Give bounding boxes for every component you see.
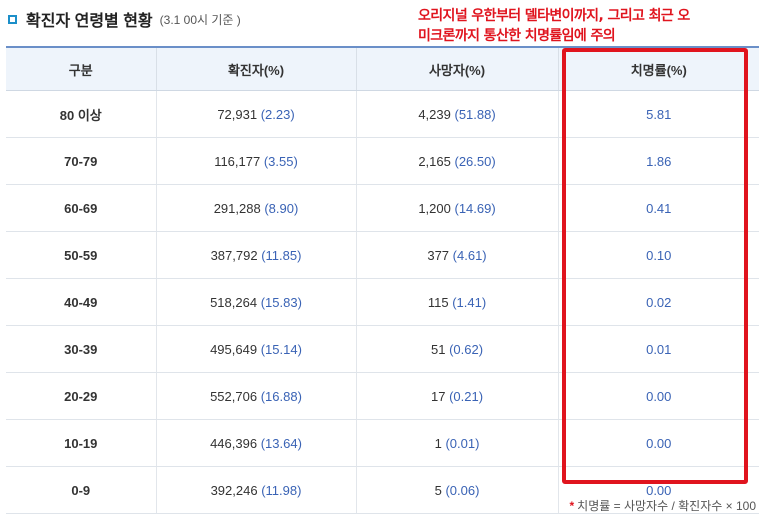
table-row: 30-39 495,649 (15.14) 51 (0.62) 0.01 bbox=[6, 325, 759, 373]
cases-percent: (15.83) bbox=[260, 294, 302, 310]
table-row: 50-59 387,792 (11.85) 377 (4.61) 0.10 bbox=[6, 231, 759, 279]
annotation-line-2: 미크론까지 통산한 치명률임에 주의 bbox=[418, 28, 616, 44]
table-row: 0-9 392,246 (11.98) 5 (0.06) 0.00 bbox=[6, 466, 759, 514]
red-highlight-box bbox=[562, 48, 748, 484]
table-row: 70-79 116,177 (3.55) 2,165 (26.50) 1.86 bbox=[6, 137, 759, 185]
deaths-count: 17 bbox=[430, 388, 446, 404]
cases-count: 291,288 bbox=[213, 200, 261, 216]
cases-count: 552,706 bbox=[210, 388, 258, 404]
age-group-cell: 20-29 bbox=[6, 372, 156, 420]
age-group-cell: 0-9 bbox=[6, 466, 156, 514]
fatality-rate-cell: 0.10 bbox=[557, 231, 759, 279]
cases-percent: (11.85) bbox=[261, 247, 302, 263]
deaths-cell: 2,165 (26.50) bbox=[355, 137, 558, 185]
fatality-rate-cell: 0.00 bbox=[557, 372, 759, 420]
table-row: 10-19 446,396 (13.64) 1 (0.01) 0.00 bbox=[6, 419, 759, 467]
deaths-percent: (26.50) bbox=[454, 153, 496, 169]
asterisk-icon: * bbox=[569, 499, 575, 513]
deaths-cell: 115 (1.41) bbox=[355, 278, 558, 326]
deaths-percent: (1.41) bbox=[452, 294, 487, 310]
deaths-cell: 17 (0.21) bbox=[355, 372, 558, 420]
deaths-count: 377 bbox=[427, 247, 450, 263]
cases-percent: (3.55) bbox=[263, 153, 298, 169]
cases-count: 446,396 bbox=[210, 435, 258, 451]
fatality-rate-cell: 5.81 bbox=[557, 90, 759, 138]
fatality-rate-cell: 0.00 bbox=[557, 419, 759, 467]
column-header-deaths: 사망자(%) bbox=[355, 46, 558, 91]
cases-count: 116,177 bbox=[214, 153, 261, 169]
deaths-percent: (0.21) bbox=[449, 388, 484, 404]
deaths-count: 115 bbox=[427, 294, 449, 310]
column-header-cases: 확진자(%) bbox=[155, 46, 356, 91]
age-group-cell: 80 이상 bbox=[6, 90, 156, 138]
fatality-rate-cell: 0.00 bbox=[557, 466, 759, 514]
red-annotation: 오리지널 우한부터 델타변이까지, 그리고 최근 오 미크론까지 통산한 치명률… bbox=[418, 6, 758, 46]
cases-percent: (16.88) bbox=[260, 388, 302, 404]
deaths-count: 4,239 bbox=[418, 106, 451, 122]
square-bullet-icon bbox=[8, 14, 17, 24]
cases-count: 495,649 bbox=[210, 341, 258, 357]
table-row: 60-69 291,288 (8.90) 1,200 (14.69) 0.41 bbox=[6, 184, 759, 232]
fatality-rate-cell: 0.41 bbox=[557, 184, 759, 232]
cases-cell: 387,792 (11.85) bbox=[155, 231, 356, 279]
age-group-cell: 50-59 bbox=[6, 231, 156, 279]
deaths-percent: (14.69) bbox=[454, 200, 496, 216]
deaths-cell: 4,239 (51.88) bbox=[355, 90, 558, 138]
deaths-count: 1 bbox=[434, 435, 442, 451]
deaths-percent: (0.01) bbox=[445, 435, 480, 451]
deaths-cell: 51 (0.62) bbox=[355, 325, 558, 373]
deaths-cell: 5 (0.06) bbox=[355, 466, 558, 514]
cases-cell: 518,264 (15.83) bbox=[155, 278, 356, 326]
deaths-count: 2,165 bbox=[418, 153, 451, 169]
cases-cell: 291,288 (8.90) bbox=[155, 184, 356, 232]
deaths-percent: (4.61) bbox=[452, 247, 487, 263]
cases-percent: (15.14) bbox=[260, 341, 302, 357]
age-group-cell: 40-49 bbox=[6, 278, 156, 326]
fatality-rate-cell: 0.01 bbox=[557, 325, 759, 373]
age-stats-table: 구분 확진자(%) 사망자(%) 치명률(%) 80 이상 72,931 (2.2… bbox=[6, 46, 759, 514]
cases-percent: (8.90) bbox=[264, 200, 299, 216]
cases-cell: 495,649 (15.14) bbox=[155, 325, 356, 373]
table-header-row: 구분 확진자(%) 사망자(%) 치명률(%) bbox=[6, 46, 759, 91]
cases-cell: 392,246 (11.98) bbox=[155, 466, 356, 514]
table-row: 40-49 518,264 (15.83) 115 (1.41) 0.02 bbox=[6, 278, 759, 326]
deaths-count: 5 bbox=[434, 482, 442, 498]
footnote-text: 치명률 = 사망자수 / 확진자수 × 100 bbox=[577, 499, 756, 513]
column-header-age: 구분 bbox=[6, 46, 156, 91]
deaths-percent: (0.06) bbox=[445, 482, 480, 498]
fatality-rate-cell: 1.86 bbox=[557, 137, 759, 185]
deaths-cell: 1 (0.01) bbox=[355, 419, 558, 467]
footnote: * 치명률 = 사망자수 / 확진자수 × 100 bbox=[570, 497, 757, 514]
fatality-rate-cell: 0.02 bbox=[557, 278, 759, 326]
table-row: 20-29 552,706 (16.88) 17 (0.21) 0.00 bbox=[6, 372, 759, 420]
age-group-cell: 10-19 bbox=[6, 419, 156, 467]
cases-percent: (11.98) bbox=[261, 482, 302, 498]
cases-count: 518,264 bbox=[210, 294, 258, 310]
cases-cell: 116,177 (3.55) bbox=[155, 137, 356, 185]
deaths-cell: 377 (4.61) bbox=[355, 231, 558, 279]
column-header-fatality-rate: 치명률(%) bbox=[557, 46, 759, 91]
cases-cell: 446,396 (13.64) bbox=[155, 419, 356, 467]
cases-percent: (2.23) bbox=[260, 106, 295, 122]
cases-count: 392,246 bbox=[210, 482, 258, 498]
table-body: 80 이상 72,931 (2.23) 4,239 (51.88) 5.81 70-79… bbox=[6, 90, 759, 514]
cases-count: 387,792 bbox=[210, 247, 258, 263]
deaths-count: 1,200 bbox=[418, 200, 451, 216]
page-subtitle: (3.1 00시 기준 ) bbox=[159, 12, 241, 27]
deaths-percent: (0.62) bbox=[449, 341, 484, 357]
annotation-line-1: 오리지널 우한부터 델타변이까지, 그리고 최근 오 bbox=[418, 8, 690, 24]
age-group-cell: 60-69 bbox=[6, 184, 156, 232]
section-header: 확진자 연령별 현황 (3.1 00시 기준 ) bbox=[8, 8, 241, 30]
deaths-percent: (51.88) bbox=[454, 106, 496, 122]
deaths-cell: 1,200 (14.69) bbox=[355, 184, 558, 232]
cases-percent: (13.64) bbox=[260, 435, 302, 451]
cases-count: 72,931 bbox=[217, 106, 258, 122]
age-group-cell: 30-39 bbox=[6, 325, 156, 373]
cases-cell: 552,706 (16.88) bbox=[155, 372, 356, 420]
deaths-count: 51 bbox=[430, 341, 446, 357]
age-group-cell: 70-79 bbox=[6, 137, 156, 185]
page-title: 확진자 연령별 현황 bbox=[26, 13, 153, 30]
table-row: 80 이상 72,931 (2.23) 4,239 (51.88) 5.81 bbox=[6, 90, 759, 138]
cases-cell: 72,931 (2.23) bbox=[155, 90, 356, 138]
